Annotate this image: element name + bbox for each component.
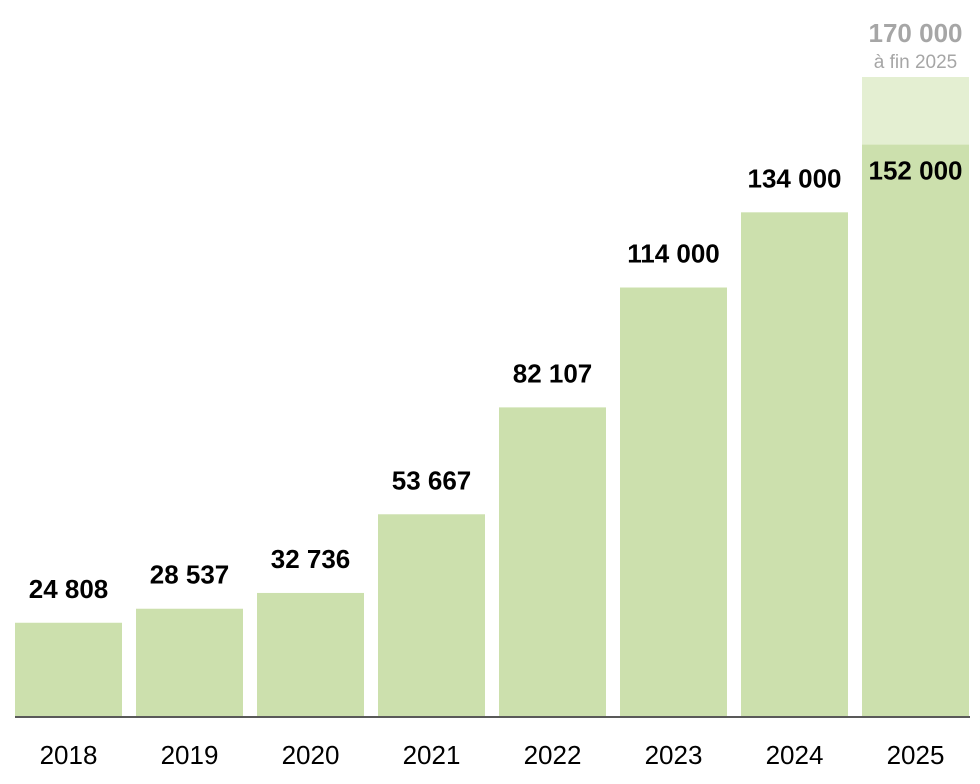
value-label-2019: 28 537 (150, 560, 230, 590)
bar-2024 (741, 212, 848, 717)
bar-2019 (136, 608, 243, 716)
tick-label-2021: 2021 (403, 740, 461, 770)
tick-label-2020: 2020 (282, 740, 340, 770)
value-label-2022: 82 107 (513, 358, 593, 388)
target-value-label: 170 000 (869, 18, 963, 48)
bars-layer (15, 144, 969, 717)
tick-labels-layer: 2018 2019 2020 2021 2022 2023 2024 2025 (40, 740, 945, 770)
tick-label-2019: 2019 (161, 740, 219, 770)
value-label-2023: 114 000 (627, 238, 720, 268)
tick-label-2025: 2025 (887, 740, 945, 770)
tick-label-2023: 2023 (645, 740, 703, 770)
value-label-2025: 152 000 (869, 156, 963, 186)
value-label-2020: 32 736 (271, 544, 351, 574)
bar-2020 (257, 592, 364, 716)
value-label-2018: 24 808 (29, 574, 109, 604)
value-labels-layer: 24 808 28 537 32 736 53 667 82 107 114 000 134… (29, 156, 963, 604)
bar-2022 (499, 407, 606, 716)
value-label-2021: 53 667 (392, 465, 472, 495)
bar-2023 (620, 287, 727, 716)
bar-2018 (15, 622, 122, 716)
bar-2021 (378, 514, 485, 716)
tick-label-2018: 2018 (40, 740, 98, 770)
bar-2025 (862, 144, 969, 717)
tick-label-2022: 2022 (524, 740, 582, 770)
tick-label-2024: 2024 (766, 740, 824, 770)
value-label-2024: 134 000 (748, 163, 842, 193)
target-sublabel: à fin 2025 (874, 52, 957, 73)
